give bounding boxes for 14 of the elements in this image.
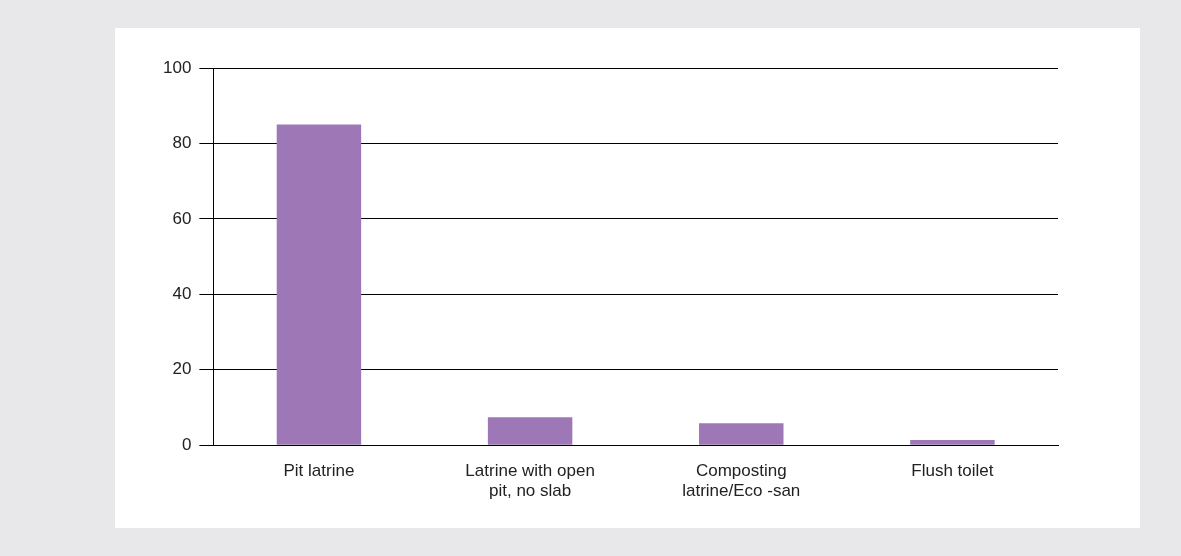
y-tick-label: 40 (172, 284, 192, 304)
x-tick-label: Pit latrine (283, 461, 355, 481)
bar (276, 124, 362, 445)
bar (910, 439, 995, 445)
bar (487, 417, 573, 445)
x-tick-label: Latrine with open pit, no slab (465, 461, 595, 501)
y-tick-label: 60 (172, 208, 192, 228)
y-tick-label: 0 (181, 434, 192, 454)
bar (699, 423, 784, 445)
y-tick-label: 80 (172, 133, 192, 153)
x-tick-label: Flush toilet (911, 461, 994, 481)
x-tick-label: Composting latrine/Eco -san (682, 461, 801, 501)
y-tick-label: 20 (172, 359, 192, 379)
y-tick-label: 100 (162, 57, 192, 77)
